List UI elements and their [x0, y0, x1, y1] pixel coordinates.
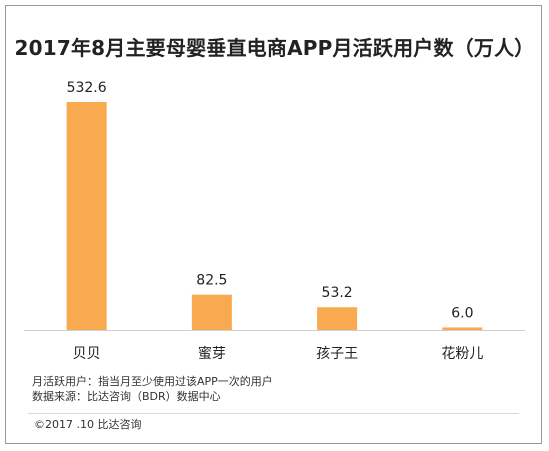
category-label: 贝贝 — [73, 346, 101, 362]
definition-note: 月活跃用户：指当月至少使用过该APP一次的用户 — [32, 375, 273, 388]
bar-3 — [442, 327, 483, 330]
source-note: 数据来源：比达咨询（BDR）数据中心 — [32, 390, 221, 403]
bar-value-label: 53.2 — [322, 285, 353, 301]
chart-title: 2017年8月主要母婴垂直电商APP月活跃用户数（万人） — [14, 36, 535, 60]
bar-0 — [66, 102, 107, 330]
category-label: 花粉儿 — [441, 346, 483, 362]
footer-divider — [28, 413, 519, 414]
bar-value-label: 82.5 — [196, 273, 227, 289]
bar-value-label: 6.0 — [451, 305, 473, 321]
copyright-text: ©2017 .10 比达咨询 — [34, 418, 142, 431]
bar-1 — [191, 294, 232, 330]
chart-notes: 月活跃用户：指当月至少使用过该APP一次的用户 数据来源：比达咨询（BDR）数据… — [32, 374, 273, 404]
category-label: 孩子王 — [316, 346, 358, 362]
bar-value-label: 532.6 — [67, 80, 107, 96]
category-label: 蜜芽 — [198, 346, 226, 362]
bar-2 — [317, 307, 358, 330]
